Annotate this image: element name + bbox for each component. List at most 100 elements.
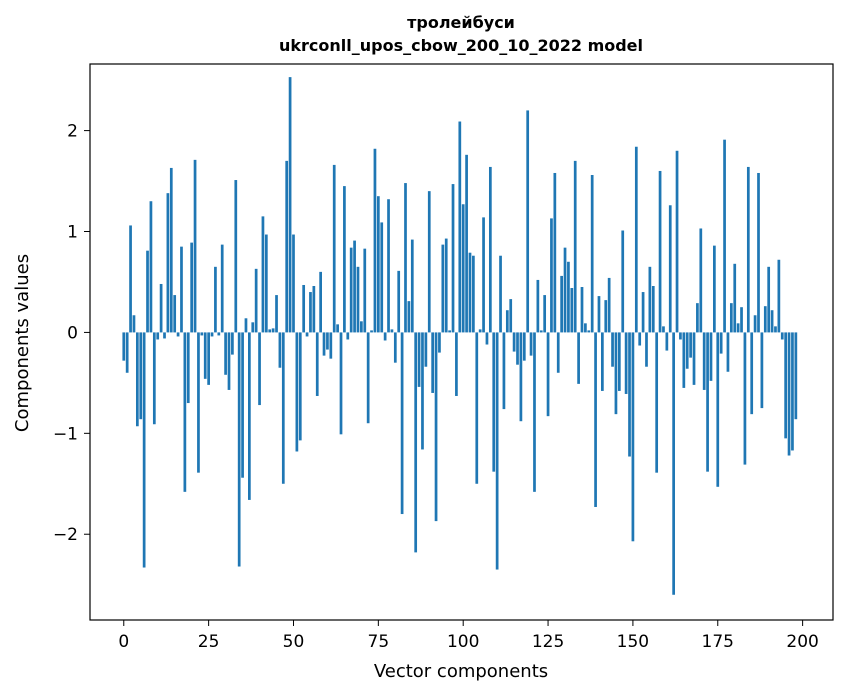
- bar-17: [180, 246, 183, 333]
- bar-43: [268, 329, 272, 333]
- bar-80: [393, 332, 397, 363]
- bar-6: [142, 332, 146, 568]
- bar-27: [214, 266, 217, 333]
- bar-160: [665, 332, 669, 351]
- bar-18: [183, 332, 187, 492]
- x-axis-label: Vector components: [374, 661, 548, 682]
- y-tick-label--1: −1: [53, 424, 78, 444]
- bar-144: [611, 332, 614, 367]
- bar-25: [207, 332, 210, 385]
- x-tick-label-0: 0: [118, 632, 129, 652]
- bar-31: [227, 332, 231, 390]
- bar-54: [305, 332, 309, 337]
- bar-149: [628, 332, 631, 457]
- bar-157: [655, 332, 659, 473]
- bar-197: [791, 332, 794, 451]
- bar-118: [522, 332, 526, 361]
- bar-40: [258, 332, 261, 406]
- bar-141: [601, 332, 604, 391]
- bar-146: [617, 332, 621, 391]
- bar-89: [424, 332, 428, 367]
- bar-2: [129, 225, 132, 333]
- bar-57: [315, 332, 319, 396]
- bar-20: [190, 242, 194, 333]
- bar-70: [360, 321, 363, 333]
- bar-117: [519, 332, 523, 422]
- bar-37: [248, 332, 251, 500]
- bar-30: [224, 332, 227, 375]
- bar-42: [264, 234, 268, 333]
- bar-64: [339, 332, 343, 435]
- bar-77: [383, 332, 387, 341]
- bar-81: [397, 270, 401, 333]
- bar-75: [376, 196, 380, 333]
- bar-185: [750, 332, 754, 415]
- bar-22: [197, 332, 200, 473]
- bar-158: [658, 170, 662, 333]
- bar-63: [336, 324, 339, 333]
- x-tick-label-125: 125: [532, 632, 564, 652]
- bar-86: [414, 332, 418, 553]
- bar-140: [597, 296, 601, 333]
- bar-137: [587, 330, 591, 333]
- x-tick-label-100: 100: [447, 632, 479, 652]
- bar-186: [753, 315, 757, 333]
- bar-71: [363, 248, 367, 333]
- bar-128: [556, 332, 560, 373]
- bar-97: [451, 184, 455, 333]
- bar-16: [176, 332, 180, 337]
- bar-136: [584, 323, 587, 333]
- bar-19: [186, 332, 190, 404]
- bar-29: [220, 244, 224, 333]
- bar-122: [536, 279, 540, 333]
- bar-127: [553, 172, 557, 333]
- bar-66: [346, 332, 350, 340]
- bar-180: [733, 263, 737, 333]
- bar-56: [312, 286, 316, 333]
- bar-155: [648, 266, 652, 333]
- bar-74: [373, 148, 377, 333]
- bar-131: [567, 261, 570, 333]
- bar-168: [692, 332, 696, 385]
- bar-112: [502, 332, 506, 410]
- bar-68: [353, 240, 356, 333]
- x-tick-label-200: 200: [786, 632, 818, 652]
- bar-11: [159, 283, 163, 333]
- bar-156: [651, 286, 655, 333]
- bar-187: [757, 172, 760, 333]
- bar-98: [455, 332, 458, 396]
- bar-163: [675, 150, 679, 333]
- bar-181: [736, 323, 740, 333]
- bar-94: [441, 244, 445, 333]
- bar-8: [149, 201, 153, 333]
- bar-159: [662, 326, 665, 333]
- x-tick-label-175: 175: [702, 632, 734, 652]
- bar-72: [366, 332, 370, 424]
- bar-198: [794, 332, 798, 420]
- chart-title-line-1: тролейбуси: [407, 13, 515, 32]
- bar-14: [169, 167, 173, 333]
- bar-32: [231, 332, 234, 355]
- x-tick-label-150: 150: [617, 632, 649, 652]
- bar-39: [254, 268, 258, 333]
- bar-15: [173, 295, 177, 333]
- bar-13: [166, 193, 170, 333]
- x-tick-label-75: 75: [368, 632, 390, 652]
- bar-193: [777, 259, 781, 333]
- bar-110: [495, 332, 499, 570]
- bar-53: [302, 284, 306, 333]
- bar-148: [624, 332, 628, 394]
- bar-99: [458, 121, 462, 333]
- bar-1: [125, 332, 129, 373]
- bar-76: [380, 222, 384, 333]
- bar-50: [292, 234, 295, 333]
- y-tick-label--2: −2: [53, 525, 78, 545]
- x-axis-ticks: 0 25 50 75 100 125 150 175 200: [118, 620, 819, 652]
- bar-192: [774, 326, 777, 333]
- bar-7: [146, 250, 149, 333]
- bar-10: [156, 332, 160, 340]
- bar-196: [787, 332, 791, 456]
- y-tick-label-0: 0: [67, 323, 78, 343]
- bar-82: [400, 332, 404, 515]
- bar-100: [461, 204, 465, 333]
